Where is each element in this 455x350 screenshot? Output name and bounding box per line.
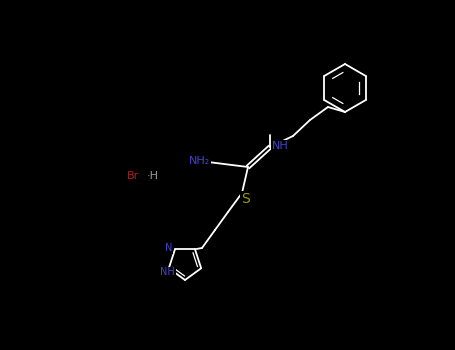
- Text: NH: NH: [161, 267, 175, 277]
- Text: N: N: [165, 243, 173, 253]
- Text: Br: Br: [127, 171, 139, 181]
- Text: NH₂: NH₂: [189, 156, 211, 166]
- Text: S: S: [241, 192, 249, 206]
- Text: ·H: ·H: [147, 171, 159, 181]
- Text: NH: NH: [272, 141, 288, 151]
